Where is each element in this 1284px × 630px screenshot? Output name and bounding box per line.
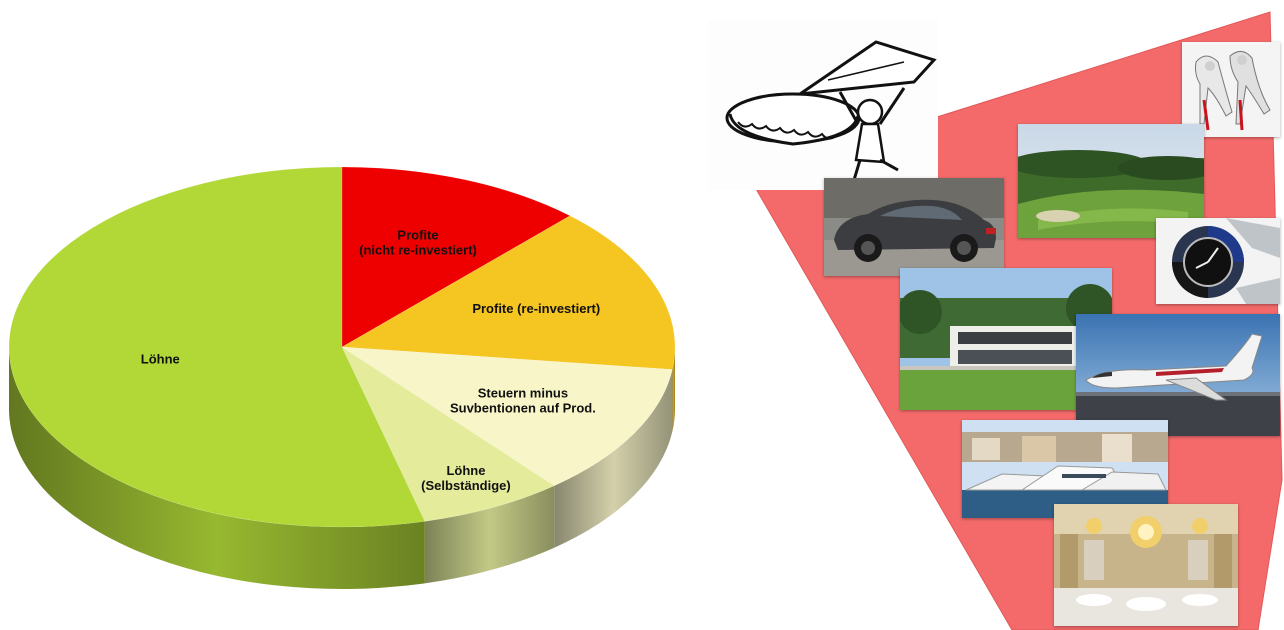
- pie-slice-profite-nicht-reinvestiert: [341, 166, 571, 348]
- private-jet-photo: [1076, 314, 1280, 436]
- pie-label-profite-reinvestiert: Profite (re-investiert): [472, 301, 600, 316]
- pie-slice-profite-reinvestiert: [341, 215, 676, 370]
- pie-top-slices: [8, 166, 676, 528]
- pie-label-profite-nicht-reinvestiert: Profite (nicht re-investiert): [359, 228, 477, 258]
- pie-side-walls: [9, 347, 675, 589]
- porsche-suv-photo: [824, 178, 1004, 276]
- luxury-watch-photo: [1156, 218, 1280, 304]
- high-heel-shoes-photo: [1182, 42, 1280, 137]
- pie-side-steuern-minus-subventionen: [554, 369, 673, 548]
- pie-slice-loehne-selbstaendige: [341, 346, 555, 522]
- pie-label-loehne-selbstaendige: Löhne (Selbständige): [421, 463, 511, 493]
- pie-label-steuern-minus-subventionen: Steuern minus Suvbentionen auf Prod.: [450, 385, 596, 415]
- pie-side-profite-reinvestiert: [672, 347, 675, 432]
- pie-labels: Profite (nicht re-investiert) Profite (re-…: [141, 228, 600, 493]
- pie-slice-cartoon: [708, 20, 938, 190]
- pie-chart: Profite (nicht re-investiert) Profite (re-…: [8, 166, 676, 589]
- pie-slice-loehne: [8, 166, 426, 528]
- pie-label-loehne: Löhne: [141, 351, 180, 366]
- pie-side-loehne: [9, 347, 425, 589]
- pie-side-loehne-selbstaendige: [424, 485, 555, 584]
- chandelier-restaurant-photo: [1054, 504, 1238, 626]
- pie-slice-steuern-minus-subventionen: [341, 346, 673, 486]
